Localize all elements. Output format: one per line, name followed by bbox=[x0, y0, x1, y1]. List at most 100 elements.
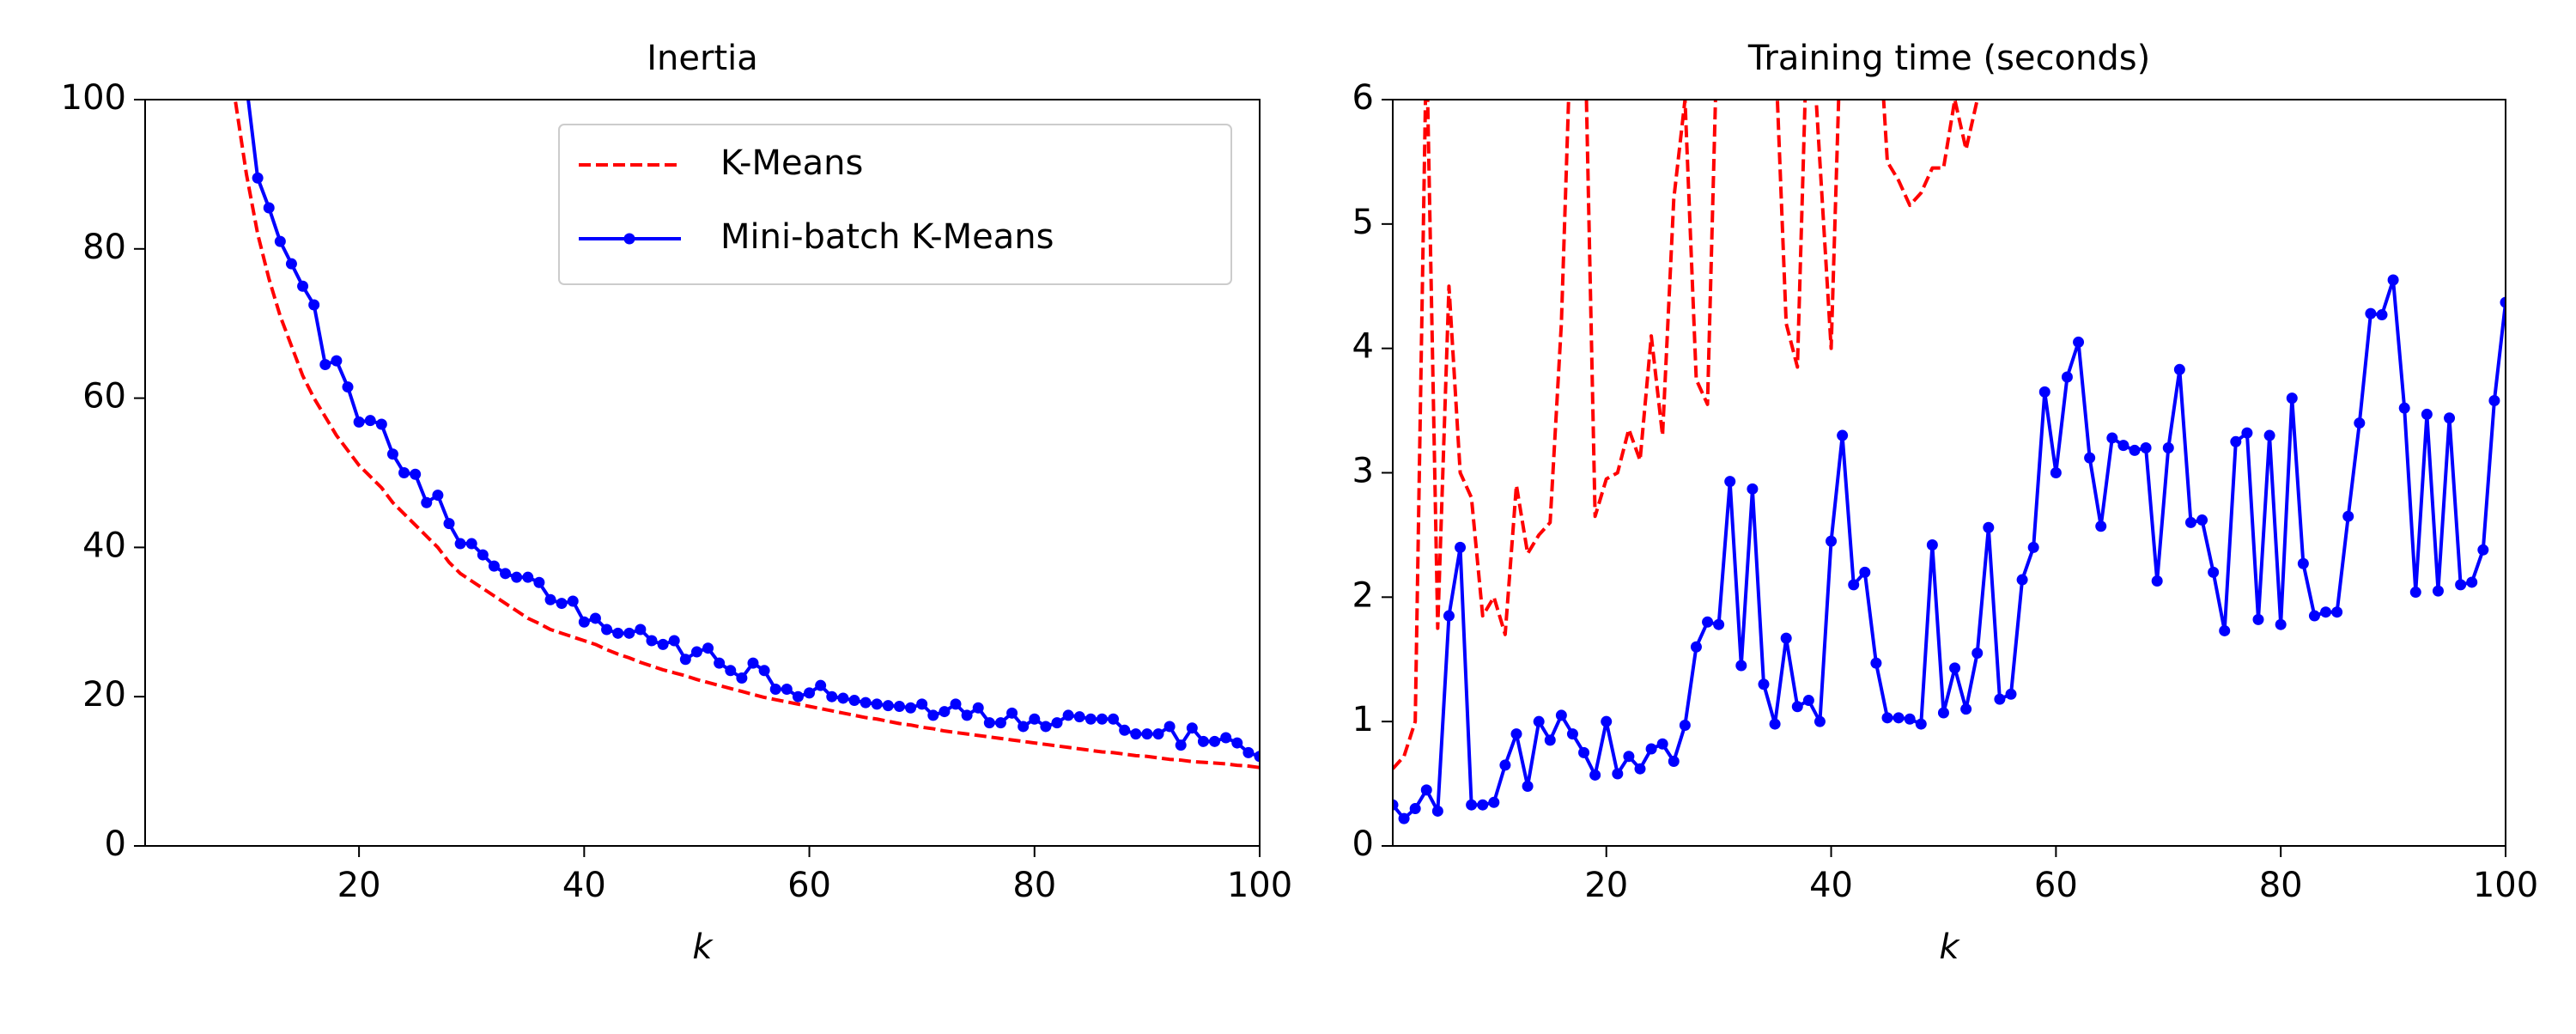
series-marker bbox=[2129, 444, 2141, 456]
series-marker bbox=[364, 415, 376, 427]
series-marker bbox=[792, 690, 804, 703]
series-marker bbox=[2005, 688, 2017, 700]
series-marker bbox=[781, 684, 793, 696]
legend-label: Mini-batch K-Means bbox=[720, 217, 1054, 257]
series-marker bbox=[1051, 717, 1063, 729]
series-marker bbox=[1735, 660, 1747, 672]
series-marker bbox=[2477, 544, 2489, 556]
series-marker bbox=[1510, 728, 1522, 740]
y-tick-label: 0 bbox=[1352, 824, 1374, 864]
series-marker bbox=[1893, 712, 1905, 724]
series-marker bbox=[2275, 618, 2287, 630]
series-marker bbox=[2117, 440, 2129, 452]
series-marker bbox=[725, 665, 737, 677]
series-marker bbox=[589, 612, 601, 624]
panel: Training time (seconds) k 0 1 2 3 4 5 6 20 40 60 80 1… bbox=[1352, 39, 2539, 967]
series-marker bbox=[2342, 510, 2354, 522]
series-marker bbox=[2331, 606, 2343, 618]
series-marker bbox=[1758, 678, 1770, 690]
series-marker bbox=[2084, 452, 2096, 464]
series-marker bbox=[375, 418, 387, 430]
series-marker bbox=[1656, 738, 1668, 750]
series-marker bbox=[297, 280, 309, 292]
series-marker bbox=[398, 467, 410, 478]
series-marker bbox=[1398, 812, 1410, 824]
chart-title: Inertia bbox=[647, 39, 758, 78]
y-tick-label: 3 bbox=[1352, 452, 1374, 491]
series-marker bbox=[2432, 585, 2444, 597]
series-marker bbox=[1029, 713, 1041, 725]
series-marker bbox=[1533, 715, 1545, 727]
y-tick-label: 100 bbox=[61, 78, 126, 118]
series-marker bbox=[815, 679, 827, 691]
series-marker bbox=[961, 709, 973, 721]
series-marker bbox=[601, 623, 613, 636]
y-tick-label: 40 bbox=[82, 526, 126, 565]
legend-marker bbox=[623, 233, 635, 245]
series-marker bbox=[1555, 709, 1567, 721]
series-marker bbox=[635, 623, 647, 636]
series-marker bbox=[342, 381, 354, 393]
series-marker bbox=[758, 665, 770, 677]
series-marker bbox=[1466, 799, 1478, 811]
series-marker bbox=[2219, 624, 2231, 636]
series-marker bbox=[229, 20, 240, 31]
series-marker bbox=[1690, 641, 1702, 653]
series-marker bbox=[1971, 648, 1984, 660]
series-marker bbox=[747, 657, 759, 669]
series-marker bbox=[1018, 721, 1030, 733]
y-tick-label: 80 bbox=[82, 228, 126, 267]
x-tick-label: 20 bbox=[337, 866, 381, 905]
series-marker bbox=[657, 638, 669, 650]
series-marker bbox=[1119, 724, 1131, 736]
series-marker bbox=[2376, 309, 2388, 321]
series-marker bbox=[2196, 514, 2208, 526]
series-marker bbox=[1522, 780, 1534, 792]
series-marker bbox=[2184, 516, 2196, 528]
series-marker bbox=[2050, 467, 2062, 478]
series-marker bbox=[500, 568, 512, 580]
series-marker bbox=[882, 700, 894, 712]
series-marker bbox=[331, 355, 343, 367]
series-marker bbox=[2061, 371, 2073, 383]
series-marker bbox=[2308, 610, 2320, 622]
series-marker bbox=[511, 571, 523, 583]
series-marker bbox=[241, 79, 252, 90]
series-marker bbox=[1409, 803, 1421, 815]
series-marker bbox=[1791, 701, 1803, 713]
x-tick-label: 20 bbox=[1584, 866, 1628, 905]
series-marker bbox=[1702, 616, 1714, 628]
series-marker bbox=[1612, 768, 1624, 780]
series-marker bbox=[2354, 417, 2366, 429]
series-marker bbox=[1130, 728, 1142, 740]
y-tick-label: 1 bbox=[1352, 700, 1374, 739]
y-tick-label: 2 bbox=[1352, 575, 1374, 615]
series-marker bbox=[2230, 435, 2242, 447]
series-marker bbox=[1601, 715, 1613, 727]
y-tick-label: 4 bbox=[1352, 327, 1374, 367]
series-marker bbox=[690, 646, 702, 658]
series-marker bbox=[1062, 709, 1074, 721]
series-marker bbox=[2409, 587, 2421, 599]
series-line bbox=[233, 100, 1260, 769]
y-tick-label: 60 bbox=[82, 377, 126, 417]
y-tick-label: 6 bbox=[1352, 78, 1374, 118]
series-marker bbox=[1915, 718, 1927, 730]
series-marker bbox=[2455, 579, 2467, 591]
series-marker bbox=[252, 172, 264, 184]
series-marker bbox=[679, 654, 691, 666]
series-marker bbox=[2027, 541, 2039, 553]
series-marker bbox=[1040, 721, 1052, 733]
x-tick-label: 40 bbox=[1809, 866, 1853, 905]
series-marker bbox=[2421, 408, 2433, 420]
series-marker bbox=[544, 593, 556, 605]
series-marker bbox=[2073, 336, 2085, 348]
series-marker bbox=[2320, 606, 2332, 618]
series-marker bbox=[1443, 610, 1455, 622]
y-tick-label: 5 bbox=[1352, 203, 1374, 242]
series-marker bbox=[1837, 429, 1849, 441]
series-marker bbox=[1242, 746, 1255, 758]
series-marker bbox=[1937, 707, 1949, 719]
series-marker bbox=[454, 538, 466, 550]
